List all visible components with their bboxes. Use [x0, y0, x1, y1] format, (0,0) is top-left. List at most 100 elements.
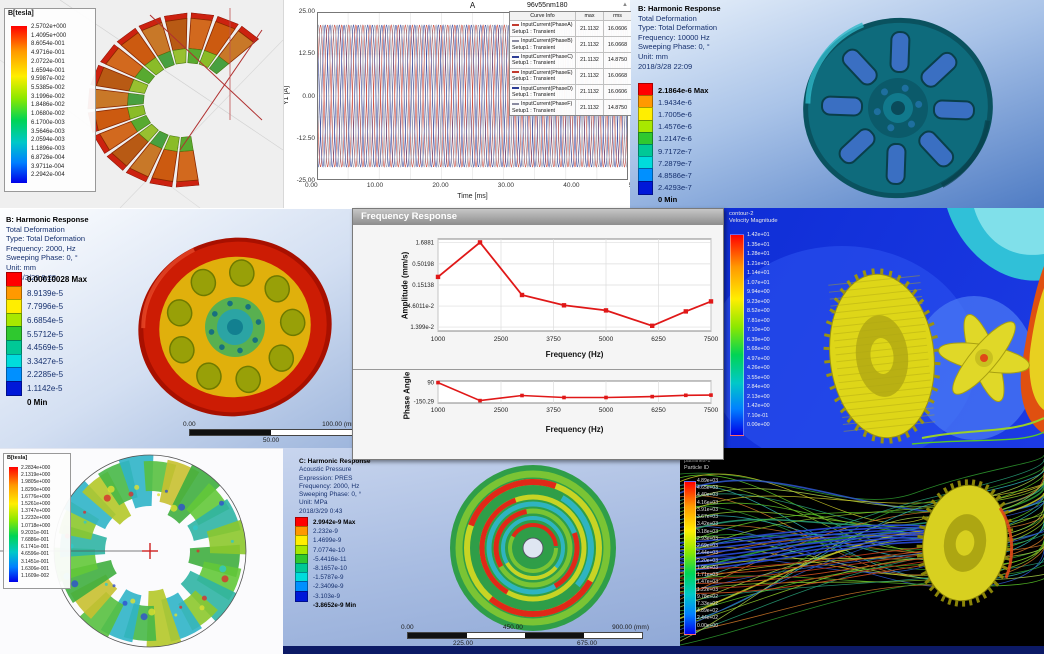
contour-legend: 0.00010028 Max 8.9139e-5 7.7996e-5 6.6854e-…	[6, 272, 87, 409]
result-line: Unit: mm	[6, 262, 36, 272]
result-line: Type: Total Deformation	[6, 234, 86, 244]
svg-text:5000: 5000	[599, 407, 614, 414]
current-xy-plot-panel: A 96v55nm180 ▲ Y1 [A] 25.00 12.50 0.00 -12.…	[283, 0, 631, 208]
result-line: Unit: mm	[638, 51, 668, 61]
contour-legend: 2.1864e-6 Max 1.9434e-6 1.7005e-6 1.4576e-6…	[638, 83, 708, 206]
torus-field-plot	[0, 0, 283, 208]
pathlines-plot	[680, 454, 1044, 646]
scale-max: 100.00 (mm)	[322, 421, 358, 428]
result-line: Frequency: 2000, Hz	[6, 243, 76, 253]
result-line: Sweeping Phase: 0, °	[299, 491, 362, 499]
result-line: 2018/3/28 22:09	[638, 61, 693, 71]
svg-text:2500: 2500	[494, 336, 509, 343]
maxwell-rotor-ring-panel: B[tesla] 2.2834e+000 2.1319e+000 1.9805e+0…	[0, 448, 283, 654]
scale-mid: 50.00	[262, 437, 280, 444]
result-info-block: C: Harmonic Response Acoustic Pressure E…	[299, 458, 371, 516]
plot-name: 96v55nm180	[527, 2, 568, 9]
svg-text:90: 90	[427, 381, 434, 387]
particle-pathlines-panel: pathlines-1 Particle ID 4.89e+03 4.65e+03…	[680, 448, 1044, 654]
contour-legend-values: 1.42e+01 1.35e+01 1.28e+01 1.21e+01 1.14e+01…	[747, 232, 770, 429]
svg-text:3750: 3750	[546, 336, 561, 343]
result-line: Sweeping Phase: 0, °	[638, 42, 710, 52]
svg-text:2500: 2500	[494, 407, 509, 414]
cfd-flow-field	[722, 208, 1044, 448]
result-title: C: Harmonic Response	[299, 458, 371, 465]
acoustic-pressure-disk	[450, 465, 616, 631]
color-scale-bar	[730, 234, 744, 436]
contour-legend: 2.9942e-9 Max 2.232e-9 1.4699e-9 7.0774e-10…	[295, 517, 356, 610]
svg-text:-150.29: -150.29	[414, 400, 435, 406]
scale-max: 900.00 (mm)	[612, 624, 649, 631]
pathlines-legend-header: pathlines-1 Particle ID	[684, 458, 711, 471]
svg-text:4.6011e-2: 4.6011e-2	[407, 304, 434, 310]
field-legend-title: B[tesla]	[7, 455, 28, 461]
svg-text:1.399e-2: 1.399e-2	[410, 325, 434, 331]
scale-min: 0.00	[401, 624, 414, 631]
svg-text:0.50198: 0.50198	[412, 262, 434, 268]
svg-text:6250: 6250	[651, 407, 666, 414]
plot-title: A	[469, 1, 476, 10]
result-title: B: Harmonic Response	[638, 4, 721, 13]
phase-frequency-chart: 1000 2500 3750 5000 6250 7500 90 -150.29	[414, 380, 719, 414]
color-scale-bar	[9, 467, 18, 582]
deformed-wheel-10000hz	[803, 17, 993, 199]
scale-mid: 450.00	[502, 624, 523, 631]
color-scale-bar	[684, 481, 696, 635]
result-line: Acoustic Pressure	[299, 466, 352, 474]
result-info-block: B: Harmonic Response Total Deformation T…	[6, 215, 89, 282]
legend-scroll-icon: ▲	[622, 2, 628, 8]
frequency-axis-label: Frequency (Hz)	[545, 350, 604, 359]
cfd-velocity-panel: contour-2 Velocity Magnitude 1.42e+01 1.3…	[722, 208, 1044, 448]
frequency-axis-label: Frequency (Hz)	[545, 425, 604, 434]
field-legend-title: B[tesla]	[8, 10, 34, 17]
result-line: Expression: PRES	[299, 474, 353, 482]
result-line: Total Deformation	[638, 13, 697, 23]
scale-min: 0.00	[183, 421, 196, 428]
phase-axis-label: Phase Angle	[402, 371, 412, 420]
scale-q3: 675.00	[577, 640, 597, 647]
result-line: Frequency: 10000 Hz	[638, 32, 710, 42]
pathlines-legend-values: 4.89e+03 4.65e+03 4.40e+03 4.16e+03 3.91e+03…	[697, 478, 718, 629]
frequency-response-window: Frequency Response Amplitude (mm/s) 1000…	[352, 208, 724, 460]
svg-text:3750: 3750	[546, 407, 561, 414]
scale-bar	[189, 429, 353, 436]
result-info-block: B: Harmonic Response Total Deformation T…	[638, 4, 721, 71]
window-title-bar: Frequency Response	[353, 209, 723, 225]
result-line: Type: Total Deformation	[638, 23, 718, 33]
scale-q1: 225.00	[453, 640, 473, 647]
scale-ruler: 0.00 100.00 (mm) 50.00	[183, 421, 358, 444]
y-axis-ticks: 25.00 12.50 0.00 -12.50 -25.00	[296, 8, 315, 184]
plot-divider	[353, 369, 723, 370]
field-legend-values: 2.2834e+000 2.1319e+000 1.9805e+000 1.8290e…	[21, 465, 51, 580]
scale-bar	[407, 632, 643, 639]
deformed-wheel-2000hz	[138, 237, 332, 417]
svg-text:0.15138: 0.15138	[412, 283, 434, 289]
svg-text:7500: 7500	[704, 336, 719, 343]
svg-text:1000: 1000	[431, 336, 446, 343]
result-line: Sweeping Phase: 0, °	[6, 253, 78, 263]
svg-text:6250: 6250	[651, 336, 666, 343]
result-line: 2018/3/29 9:28	[6, 272, 57, 282]
svg-text:5000: 5000	[599, 336, 614, 343]
svg-text:1.6881: 1.6881	[416, 240, 435, 246]
harmonic-response-2000hz-panel: B: Harmonic Response Total Deformation T…	[0, 208, 358, 449]
maxwell-torus-panel: B[tesla] 2.5702e+000 1.4095e+000 8.6054e-0…	[0, 0, 283, 208]
result-line: 2018/3/29 0:43	[299, 507, 343, 515]
curve-info-table: Curve Info max rms InputCurrent(PhaseA) Setu…	[509, 11, 631, 117]
acoustic-pressure-panel: C: Harmonic Response Acoustic Pressure E…	[283, 448, 680, 654]
color-scale-bar	[11, 26, 27, 183]
result-line: Unit: MPa	[299, 499, 328, 507]
svg-text:1000: 1000	[431, 407, 446, 414]
field-legend-box: B[tesla] 2.5702e+000 1.4095e+000 8.6054e-0…	[4, 8, 96, 192]
svg-text:7500: 7500	[704, 407, 719, 414]
result-line: Frequency: 2000, Hz	[299, 482, 360, 490]
x-axis-label: Time [ms]	[457, 193, 488, 200]
bottom-toolbar-strip	[283, 646, 1044, 654]
contour-legend-header: contour-2 Velocity Magnitude	[729, 211, 778, 224]
result-line: Total Deformation	[6, 224, 65, 234]
field-legend-box: B[tesla] 2.2834e+000 2.1319e+000 1.9805e+0…	[3, 453, 71, 589]
harmonic-response-10000hz-panel: B: Harmonic Response Total Deformation T…	[630, 0, 1044, 208]
scale-ruler: 0.00 450.00 900.00 (mm) 225.00 675.00	[401, 624, 649, 647]
